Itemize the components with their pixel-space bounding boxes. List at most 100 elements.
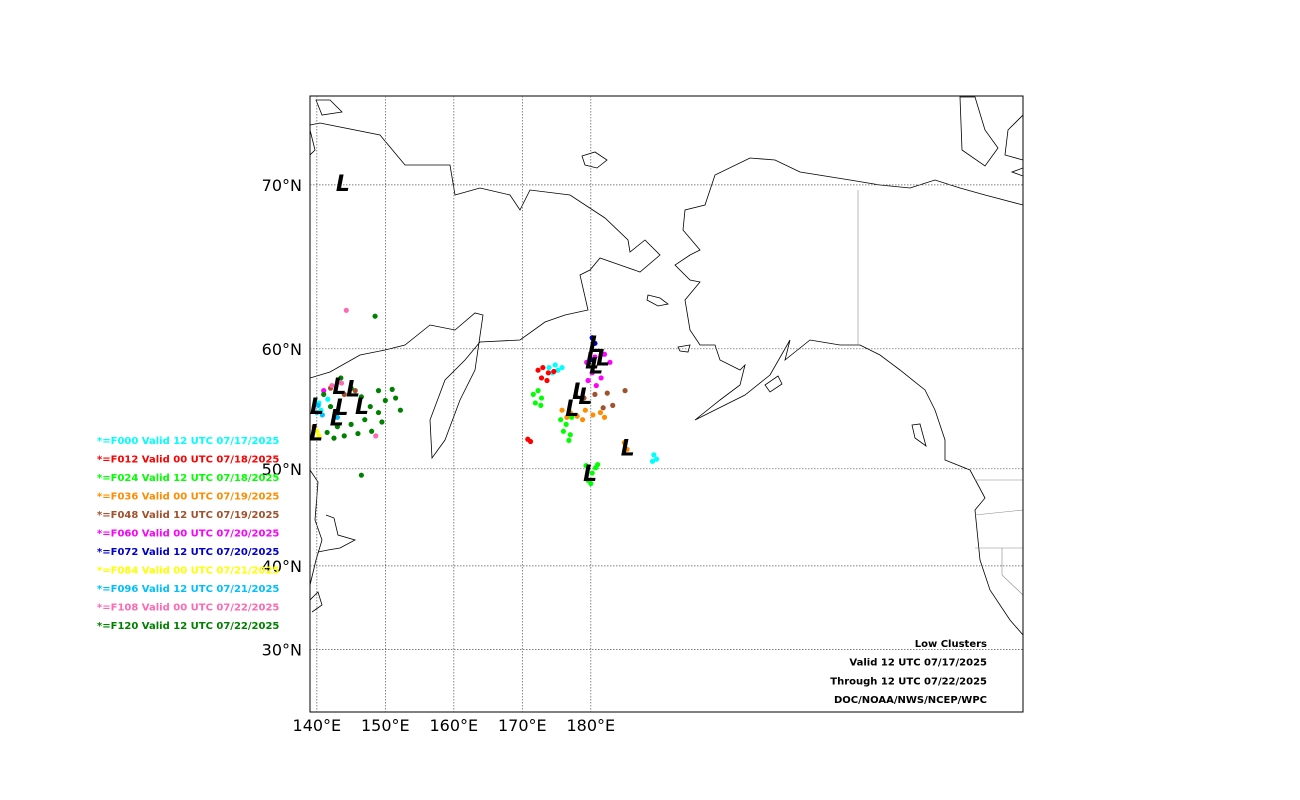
lon-tick-label: 140°E xyxy=(293,716,342,735)
cluster-point xyxy=(595,461,601,468)
cluster-point xyxy=(597,409,604,416)
cluster-point xyxy=(649,458,656,464)
cluster-point xyxy=(564,414,570,420)
low-marker: L xyxy=(585,349,599,374)
legend-entry: *=F012 Valid 00 UTC 07/18/2025 xyxy=(97,455,279,466)
cluster-point xyxy=(560,428,567,434)
cluster-point xyxy=(579,417,586,423)
info-line: Through 12 UTC 07/22/2025 xyxy=(830,676,987,687)
cluster-point xyxy=(343,307,349,313)
cluster-point xyxy=(621,440,627,446)
cluster-point xyxy=(538,402,544,408)
cluster-point xyxy=(369,428,375,434)
cluster-point xyxy=(607,359,613,365)
low-marker: L xyxy=(310,395,324,420)
cluster-point xyxy=(583,463,589,469)
cluster-point xyxy=(590,412,596,418)
cluster-point xyxy=(535,367,541,373)
info-line: Low Clusters xyxy=(915,639,987,650)
low-marker: L xyxy=(565,397,579,422)
cluster-point xyxy=(348,421,354,427)
cluster-point xyxy=(352,388,358,394)
lon-tick-label: 160°E xyxy=(430,716,479,735)
cluster-point xyxy=(375,409,382,416)
cluster-point xyxy=(373,433,379,439)
low-marker: L xyxy=(596,347,610,372)
cluster-point xyxy=(558,417,564,423)
cluster-point xyxy=(551,368,557,375)
cluster-point xyxy=(540,364,546,371)
cluster-point xyxy=(573,392,579,399)
cluster-point xyxy=(589,370,595,376)
cluster-point xyxy=(589,470,595,476)
cluster-point xyxy=(338,375,344,381)
cluster-point xyxy=(331,435,337,441)
cluster-point xyxy=(393,395,399,401)
lat-tick-label: 30°N xyxy=(262,641,302,660)
lat-tick-label: 70°N xyxy=(262,176,302,195)
cluster-point xyxy=(592,354,598,360)
low-marker: L xyxy=(309,422,323,447)
cluster-point xyxy=(588,480,594,487)
cluster-point xyxy=(653,456,660,462)
cluster-point xyxy=(321,388,327,394)
cluster-point xyxy=(601,414,608,420)
lon-tick-label: 150°E xyxy=(361,716,410,735)
cluster-point xyxy=(362,417,368,423)
cluster-point xyxy=(567,432,573,438)
cluster-point xyxy=(334,424,340,430)
info-line: DOC/NOAA/NWS/NCEP/WPC xyxy=(834,695,987,706)
cluster-point xyxy=(585,377,591,384)
cluster-point xyxy=(538,375,545,381)
low-marker: L xyxy=(589,333,603,358)
cluster-point xyxy=(314,428,320,434)
cluster-point xyxy=(592,340,598,346)
cluster-point xyxy=(545,370,551,376)
lon-tick-label: 170°E xyxy=(498,716,547,735)
cluster-point xyxy=(604,390,610,396)
cluster-point xyxy=(589,335,595,341)
low-marker: L xyxy=(330,407,344,432)
cluster-point xyxy=(532,400,538,406)
cluster-point xyxy=(327,403,334,410)
low-marker: L xyxy=(355,395,369,420)
low-marker: L xyxy=(572,380,586,405)
coastlines xyxy=(310,96,1023,636)
legend-entry: *=F120 Valid 12 UTC 07/22/2025 xyxy=(97,621,279,632)
cluster-point xyxy=(314,409,320,416)
low-marker: L xyxy=(346,378,360,403)
cluster-point xyxy=(527,438,534,445)
cluster-point xyxy=(581,395,587,401)
cluster-point xyxy=(563,421,569,427)
cluster-point xyxy=(546,364,552,371)
map-frame xyxy=(309,95,1024,713)
cluster-point xyxy=(544,377,550,384)
cluster-point xyxy=(600,405,606,411)
cluster-point xyxy=(559,407,565,413)
cluster-point xyxy=(315,402,321,408)
cluster-point xyxy=(319,412,325,418)
cluster-point xyxy=(574,413,580,419)
cluster-point xyxy=(530,391,536,397)
legend-entry: *=F060 Valid 00 UTC 07/20/2025 xyxy=(97,529,279,540)
cluster-point xyxy=(318,407,324,413)
cluster-point xyxy=(329,382,335,389)
low-marker: L xyxy=(583,462,597,487)
cluster-point xyxy=(555,367,561,373)
cluster-point xyxy=(624,446,630,452)
cluster-point xyxy=(610,402,616,408)
low-marker: L xyxy=(578,385,592,410)
cluster-point xyxy=(325,396,331,402)
cluster-point xyxy=(598,375,604,381)
lat-tick-label: 50°N xyxy=(262,460,302,479)
cluster-point xyxy=(622,388,628,394)
lon-tick-label: 180°E xyxy=(566,716,615,735)
cluster-point xyxy=(397,407,404,413)
cluster-point xyxy=(582,407,588,413)
cluster-point xyxy=(593,382,599,389)
legend-entry: *=F084 Valid 00 UTC 07/21/2025 xyxy=(97,566,279,577)
cluster-point xyxy=(321,391,327,397)
low-marker: L xyxy=(621,436,635,461)
info-line: Valid 12 UTC 07/17/2025 xyxy=(849,658,987,669)
